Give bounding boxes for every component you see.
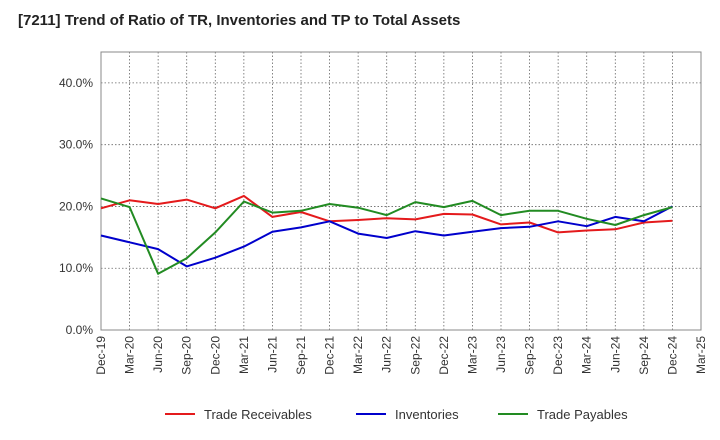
x-tick-label: Jun-24: [608, 336, 622, 373]
y-tick-label: 10.0%: [59, 261, 93, 275]
x-tick-label: Dec-19: [94, 336, 108, 375]
x-tick-label: Mar-23: [465, 336, 479, 374]
x-tick-label: Dec-21: [323, 336, 337, 375]
x-tick-label: Mar-22: [351, 336, 365, 374]
y-tick-label: 0.0%: [66, 323, 94, 337]
x-tick-label: Jun-20: [151, 336, 165, 373]
legend-layer: Trade Receivables Inventories Trade Payabl…: [165, 407, 628, 422]
x-tick-label: Sep-24: [637, 336, 651, 375]
x-tick-label: Dec-23: [551, 336, 565, 375]
y-tick-label: 30.0%: [59, 138, 93, 152]
x-tick-label: Mar-25: [694, 336, 708, 374]
trade-receivables-legend-label: Trade Receivables: [204, 407, 312, 422]
x-tick-label: Mar-21: [237, 336, 251, 374]
x-tick-label: Dec-20: [208, 336, 222, 375]
plot-frame: [100, 51, 702, 331]
x-tick-label: Sep-20: [180, 336, 194, 375]
y-tick-label: 40.0%: [59, 76, 93, 90]
trade-payables-legend-label: Trade Payables: [537, 407, 628, 422]
x-tick-label: Mar-24: [580, 336, 594, 374]
x-tick-label: Sep-22: [408, 336, 422, 375]
chart-title: [7211] Trend of Ratio of TR, Inventories…: [18, 12, 461, 29]
trade-receivables-line: [100, 194, 673, 234]
inventories-line: [100, 205, 673, 268]
x-tick-label: Jun-23: [494, 336, 508, 373]
series-layer: [100, 194, 673, 275]
trade-payables-line: [100, 197, 673, 275]
x-tick-label: Jun-22: [380, 336, 394, 373]
x-tick-label: Mar-20: [123, 336, 137, 374]
inventories-legend-label: Inventories: [395, 407, 459, 422]
x-tick-label: Sep-23: [523, 336, 537, 375]
x-tick-label: Dec-22: [437, 336, 451, 375]
grid-layer: [100, 52, 702, 331]
axis-layer: 0.0% 10.0% 20.0% 30.0% 40.0% Dec-19 Mar-20 Jun-…: [59, 51, 708, 375]
y-tick-label: 20.0%: [59, 199, 93, 213]
x-tick-label: Jun-21: [265, 336, 279, 373]
x-tick-label: Dec-24: [665, 336, 679, 375]
x-tick-label: Sep-21: [294, 336, 308, 375]
